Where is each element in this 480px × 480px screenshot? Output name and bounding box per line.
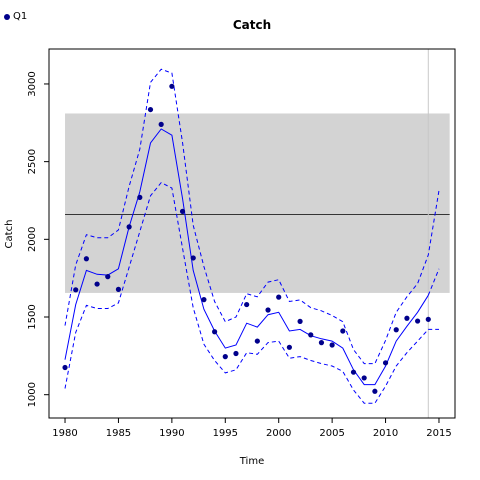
data-point — [73, 287, 79, 293]
data-point — [340, 328, 346, 334]
y-tick-label: 1500 — [27, 304, 38, 329]
plot-frame — [48, 48, 456, 419]
x-tick-label: 2000 — [266, 428, 291, 439]
data-point — [276, 294, 282, 300]
data-point — [137, 194, 143, 200]
data-point — [265, 307, 271, 313]
data-point — [361, 375, 367, 381]
data-point — [201, 297, 207, 303]
data-point — [158, 121, 164, 127]
ref-band — [65, 113, 450, 293]
data-point — [329, 342, 335, 348]
data-point — [179, 208, 186, 214]
data-point — [94, 281, 100, 287]
data-point — [222, 354, 228, 360]
data-point — [83, 256, 89, 262]
data-point — [350, 369, 357, 375]
series-layer — [62, 68, 440, 404]
data-point — [286, 344, 292, 350]
legend-label-q1: Q1 — [13, 11, 28, 22]
data-point — [393, 327, 399, 333]
data-point — [415, 318, 421, 324]
series-line-1 — [64, 128, 429, 386]
y-tick-label: 2000 — [27, 227, 38, 252]
data-point — [372, 388, 378, 394]
data-point — [297, 318, 303, 324]
x-tick-label: 2010 — [373, 428, 398, 439]
data-point — [382, 360, 389, 366]
y-axis-label: Catch — [4, 220, 15, 249]
x-tick-label: 2015 — [426, 428, 451, 439]
data-point — [233, 350, 239, 357]
data-point — [169, 83, 175, 89]
axes-layer: 1980 1985 1990 1995 2000 2005 2010 2015 1000 1500… — [27, 71, 452, 439]
data-point — [308, 332, 314, 338]
x-tick-label: 1990 — [159, 428, 184, 439]
y-tick-label: 3000 — [27, 71, 38, 96]
data-point — [404, 315, 410, 321]
data-point — [147, 106, 154, 113]
data-point — [115, 286, 122, 292]
series-line-2 — [64, 68, 440, 365]
data-point — [425, 316, 431, 322]
data-point — [190, 255, 196, 261]
x-axis-label: Time — [239, 456, 264, 467]
series-line-4 — [427, 268, 440, 296]
y-tick-label: 1000 — [27, 382, 38, 407]
data-point — [62, 364, 68, 371]
data-point — [244, 301, 250, 308]
data-point — [318, 340, 325, 346]
data-point — [126, 224, 132, 230]
legend-marker-q1 — [4, 13, 10, 20]
data-point — [254, 338, 260, 344]
data-point — [105, 274, 111, 280]
y-tick-label: 2500 — [27, 149, 38, 174]
x-tick-label: 2005 — [319, 428, 344, 439]
data-point — [212, 329, 218, 335]
x-tick-label: 1980 — [52, 428, 77, 439]
legend: Q1 — [4, 11, 27, 22]
x-tick-label: 1995 — [213, 428, 238, 439]
x-tick-label: 1985 — [106, 428, 131, 439]
chart-title: Catch — [233, 18, 271, 32]
series-line-3 — [64, 181, 439, 404]
